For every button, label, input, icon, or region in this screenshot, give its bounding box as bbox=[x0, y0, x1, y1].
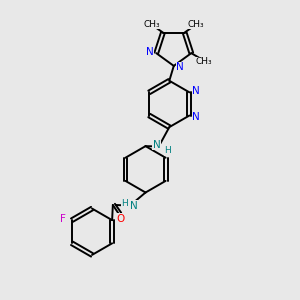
Text: CH₃: CH₃ bbox=[196, 57, 212, 66]
Text: N: N bbox=[153, 140, 161, 150]
Text: N: N bbox=[130, 201, 137, 211]
Text: N: N bbox=[176, 62, 184, 72]
Text: H: H bbox=[164, 146, 171, 155]
Text: N: N bbox=[146, 47, 154, 57]
Text: N: N bbox=[192, 86, 200, 96]
Text: CH₃: CH₃ bbox=[143, 20, 160, 29]
Text: N: N bbox=[192, 112, 200, 122]
Text: O: O bbox=[117, 214, 125, 224]
Text: H: H bbox=[122, 199, 128, 208]
Text: F: F bbox=[59, 214, 65, 224]
Text: CH₃: CH₃ bbox=[188, 20, 204, 29]
